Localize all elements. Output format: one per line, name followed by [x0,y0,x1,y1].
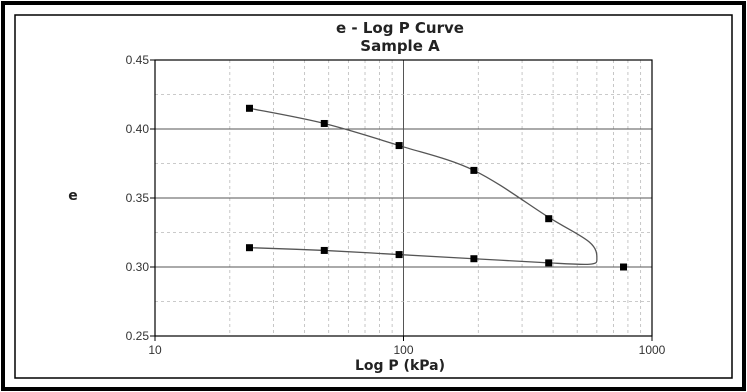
chart-subtitle: Sample A [360,37,440,55]
loading-point [395,142,403,150]
y-tick-label: 0.30 [126,260,150,274]
x-tick-label: 1000 [639,343,666,357]
axis-ticks: 0.25 0.30 0.35 0.40 0.45 10 100 1000 [126,53,666,357]
y-tick-label: 0.25 [126,329,150,343]
unloading-point [320,246,328,254]
data-markers [245,104,628,271]
unloading-point [545,259,553,267]
y-axis-label: e [68,188,78,204]
y-tick-label: 0.40 [126,122,150,136]
unloading-point [470,255,478,263]
y-tick-label: 0.45 [126,53,150,67]
x-axis-label: Log P (kPa) [355,358,445,374]
x-tick-label: 10 [148,343,162,357]
loading-point [620,263,628,271]
chart-title: e - Log P Curve [336,19,464,37]
unloading-point [245,244,253,252]
inner-border [14,14,733,379]
loading-point [470,166,478,174]
y-tick-label: 0.35 [126,191,150,205]
loading-curve [249,107,598,266]
grid [154,60,652,336]
loading-point [320,119,328,127]
unloading-point [395,251,403,259]
x-tick-label: 100 [393,343,413,357]
loading-point [245,104,253,112]
loading-point [545,215,553,223]
